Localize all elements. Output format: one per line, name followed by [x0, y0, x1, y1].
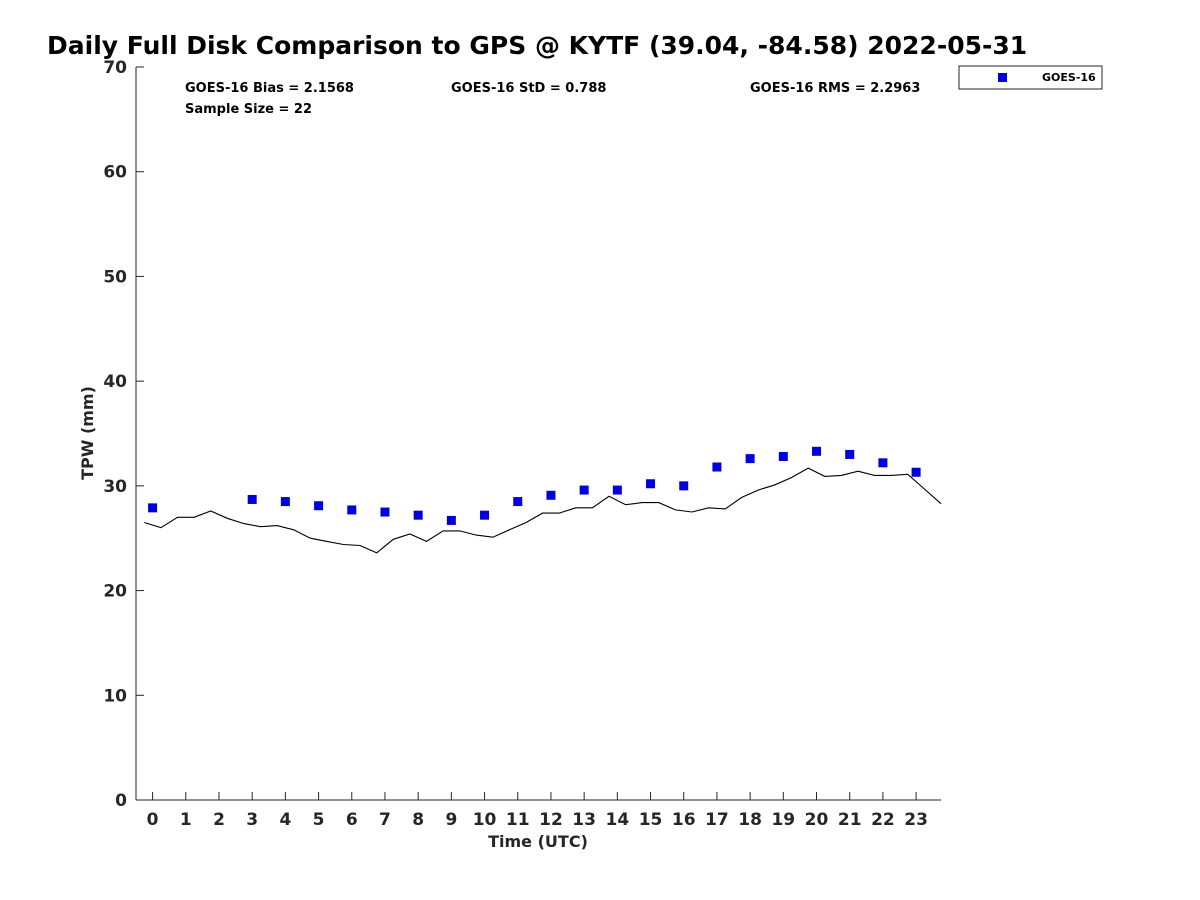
data-point [247, 494, 257, 504]
legend-box [958, 65, 1103, 90]
data-point [148, 503, 158, 513]
x-tick-label: 17 [705, 810, 729, 830]
stat-sample-size: Sample Size = 22 [185, 102, 312, 117]
series-line [144, 467, 942, 554]
x-tick-label: 16 [672, 810, 696, 830]
data-point [646, 479, 656, 489]
y-tick-label: 30 [103, 477, 127, 497]
stat-rms: GOES-16 RMS = 2.2963 [750, 81, 920, 96]
x-tick-label: 6 [346, 810, 358, 830]
y-tick-label: 10 [103, 686, 127, 706]
data-point [712, 462, 722, 472]
x-tick-label: 21 [838, 810, 862, 830]
x-tick-label: 19 [771, 810, 795, 830]
x-tick-label: 8 [412, 810, 424, 830]
stat-bias: GOES-16 Bias = 2.1568 [185, 81, 354, 96]
legend-marker-goes16 [998, 73, 1007, 82]
x-tick-label: 14 [606, 810, 630, 830]
data-point [612, 485, 622, 495]
stats-box: GOES-16 Bias = 2.1568 GOES-16 StD = 0.78… [185, 81, 920, 117]
x-tick-label: 10 [473, 810, 497, 830]
data-point [546, 490, 556, 500]
y-tick-label: 40 [103, 372, 127, 392]
data-point [845, 449, 855, 459]
data-point [778, 452, 788, 462]
x-tick-label: 3 [246, 810, 258, 830]
data-point [314, 501, 324, 511]
x-tick-label: 9 [445, 810, 457, 830]
y-tick-label: 60 [103, 163, 127, 183]
legend-label-goes16: GOES-16 [1042, 71, 1096, 84]
y-tick-label: 50 [103, 267, 127, 287]
data-point [812, 446, 822, 456]
chart-title: Daily Full Disk Comparison to GPS @ KYTF… [47, 31, 1027, 60]
stat-std: GOES-16 StD = 0.788 [451, 81, 606, 96]
data-point [413, 510, 423, 520]
data-point [446, 515, 456, 525]
x-tick-label: 13 [572, 810, 596, 830]
y-axis-label: TPW (mm) [78, 386, 97, 480]
data-point [911, 467, 921, 477]
data-point [513, 497, 523, 507]
x-tick-label: 20 [805, 810, 829, 830]
series-layer [144, 446, 942, 554]
data-point [347, 505, 357, 515]
y-axis: 0 10 20 30 40 50 60 70 [103, 58, 144, 811]
x-tick-label: 11 [506, 810, 530, 830]
x-tick-label: 5 [313, 810, 325, 830]
y-tick-label: 0 [115, 791, 127, 811]
data-point [579, 485, 589, 495]
data-point [878, 458, 888, 468]
x-tick-label: 18 [738, 810, 762, 830]
plot-area [135, 67, 941, 801]
y-tick-label: 20 [103, 582, 127, 602]
x-tick-label: 12 [539, 810, 563, 830]
x-tick-label: 15 [639, 810, 663, 830]
data-point [679, 481, 689, 491]
x-tick-label: 2 [213, 810, 225, 830]
x-tick-label: 23 [904, 810, 928, 830]
data-point [280, 497, 290, 507]
x-axis-label: Time (UTC) [488, 832, 588, 851]
x-tick-label: 7 [379, 810, 391, 830]
data-point [380, 507, 390, 517]
x-tick-label: 1 [180, 810, 192, 830]
x-axis: 0 1 2 3 4 5 6 7 8 9 10 11 12 13 14 15 16 17 18 19 20 21 22 23 [147, 792, 928, 830]
data-point [745, 454, 755, 464]
x-tick-label: 22 [871, 810, 895, 830]
y-tick-label: 70 [103, 58, 127, 78]
x-tick-label: 0 [147, 810, 159, 830]
x-tick-label: 4 [279, 810, 291, 830]
data-point [480, 510, 490, 520]
legend: GOES-16 [958, 65, 1103, 90]
